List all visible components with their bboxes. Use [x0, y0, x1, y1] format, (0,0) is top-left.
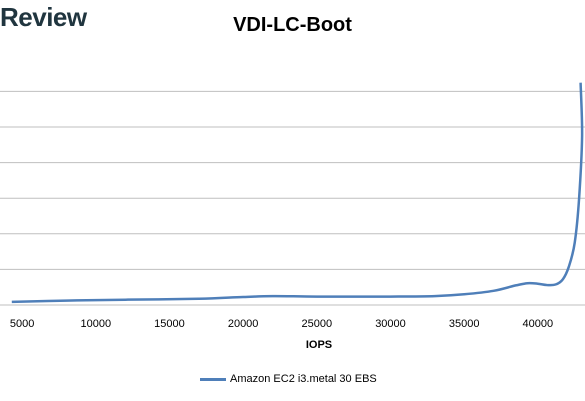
x-tick-labels: 5000 10000 15000 20000 25000 30000 35000 40000 — [10, 318, 553, 330]
series-line — [11, 82, 584, 304]
gridlines — [0, 90, 585, 270]
x-tick-label: 10000 — [80, 318, 111, 330]
series-lines — [11, 82, 584, 304]
legend-label: Amazon EC2 i3.metal 30 EBS — [230, 373, 377, 385]
x-tick-label: 40000 — [523, 318, 554, 330]
brand-logo-text: Review — [0, 2, 87, 32]
x-axis-label: IOPS — [306, 339, 332, 351]
x-tick-label: 35000 — [449, 318, 480, 330]
x-tick-label: 30000 — [375, 318, 406, 330]
x-tick-label: 15000 — [154, 318, 185, 330]
x-tick-label: 25000 — [302, 318, 333, 330]
legend-swatch — [200, 377, 226, 381]
x-tick-label: 5000 — [10, 318, 34, 330]
chart-title: VDI-LC-Boot — [233, 14, 352, 36]
x-tick-label: 20000 — [228, 318, 259, 330]
legend: Amazon EC2 i3.metal 30 EBS — [200, 373, 377, 385]
